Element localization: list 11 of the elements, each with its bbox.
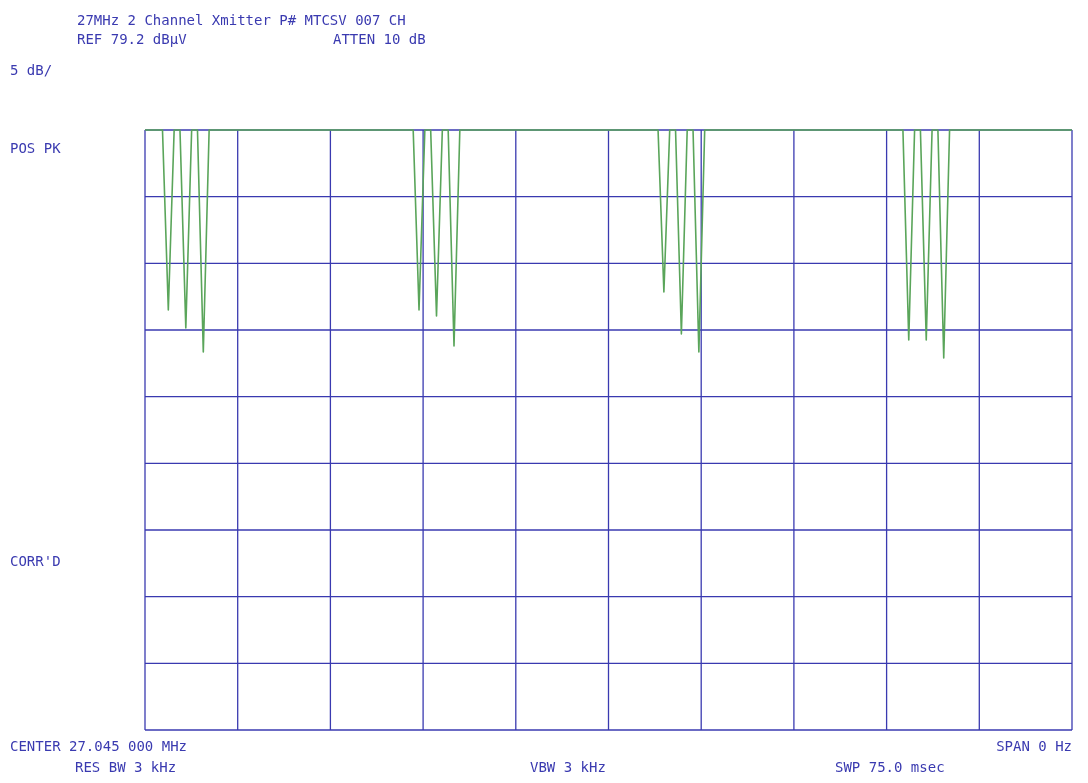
text: REF 79.2 dBµV (77, 31, 187, 47)
text: CENTER 27.045 000 MHz (10, 738, 188, 754)
text: POS PK (10, 140, 61, 156)
text: SWP 75.0 msec (835, 759, 945, 775)
text: 5 dB/ (10, 62, 53, 78)
text: VBW 3 kHz (530, 759, 606, 775)
text: SPAN 0 Hz (996, 738, 1072, 754)
text: ATTEN 10 dB (333, 31, 426, 47)
chart-title: 27MHz 2 Channel Xmitter P# MTCSV 007 CH (77, 12, 406, 28)
text: CORR'D (10, 553, 61, 569)
text: RES BW 3 kHz (75, 759, 177, 775)
